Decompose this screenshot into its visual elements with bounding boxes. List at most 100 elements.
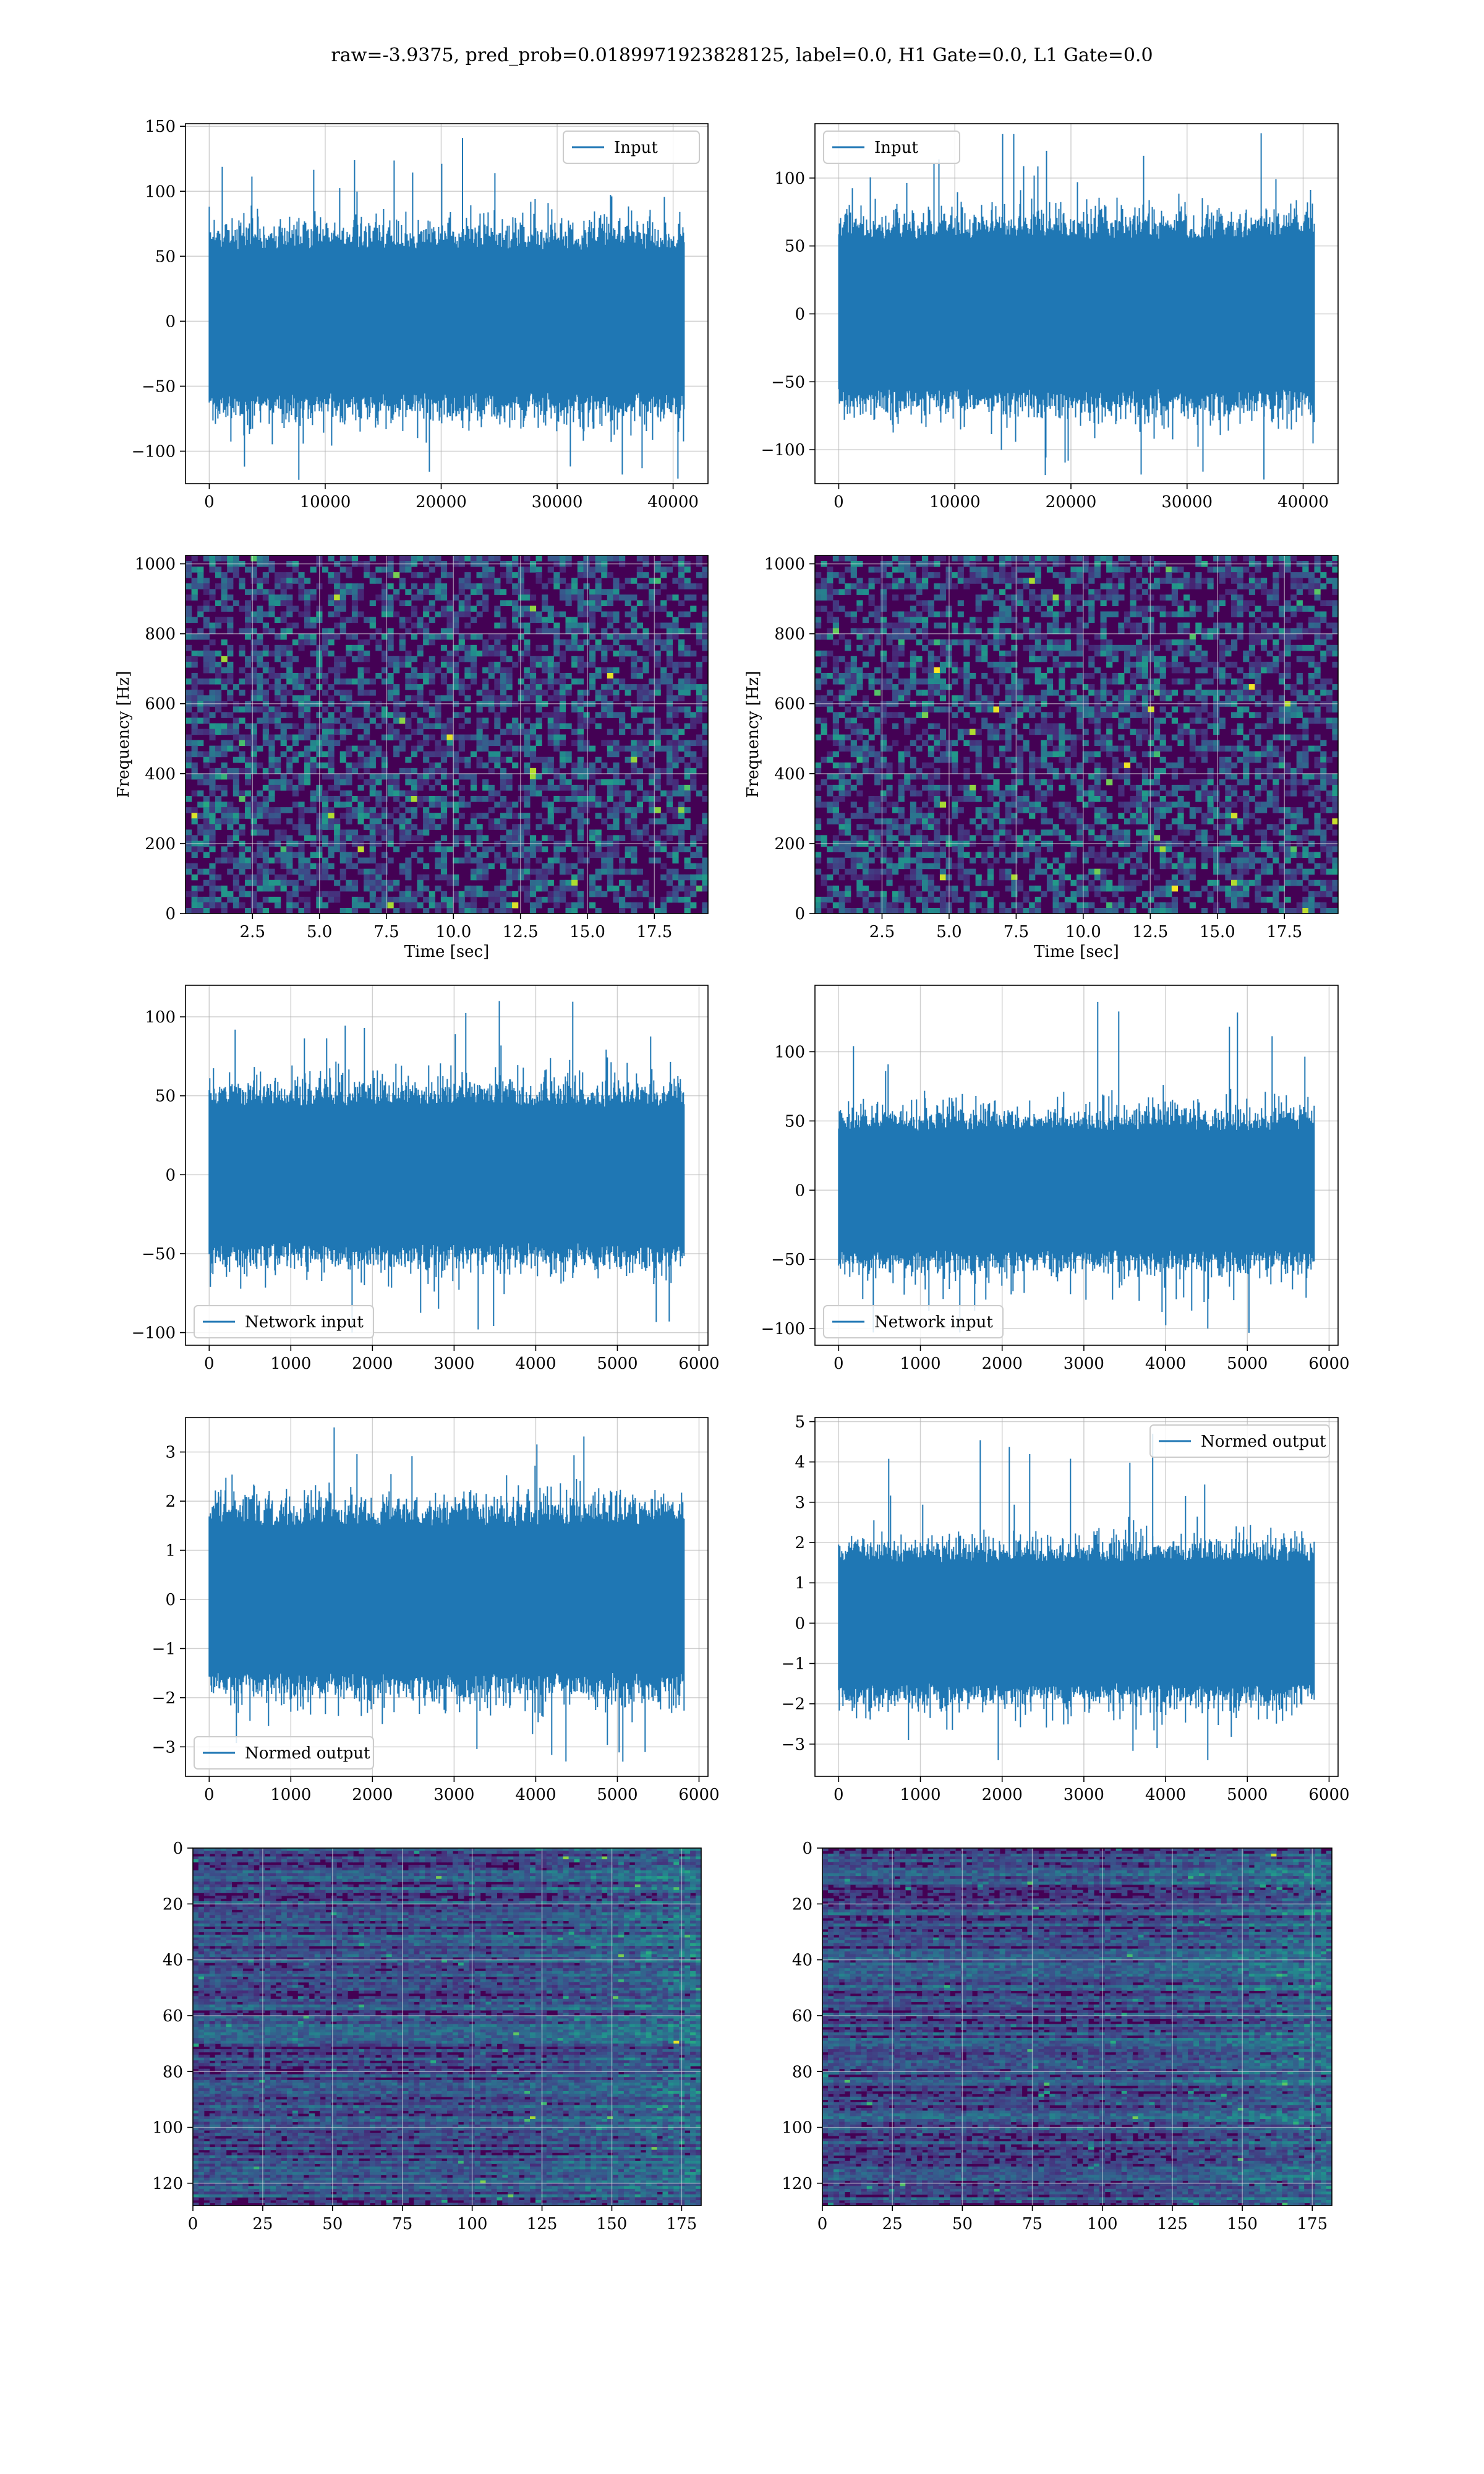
x-tick-label: 7.5	[373, 923, 399, 941]
x-tick-label: 2000	[352, 1355, 393, 1373]
y-tick-label: 1	[165, 1542, 176, 1560]
axes-r4c2: Normed output 0 1000 2000 3000 4000 5000 6000 −3…	[782, 1413, 1350, 1804]
x-tick-label: 2.5	[240, 923, 265, 941]
y-tick-label: 3	[795, 1494, 805, 1512]
x-tick-label: 3000	[1064, 1355, 1104, 1373]
axes-r1c1: Input 0 10000 20000 30000 40000 −100 −50 0 50 100 1…	[132, 118, 709, 511]
x-axis-label: Time [sec]	[404, 943, 490, 961]
x-tick-label: 5000	[597, 1355, 638, 1373]
legend-label: Normed output	[1201, 1432, 1326, 1451]
y-tick-label: 0	[795, 1614, 805, 1633]
y-tick-label: 100	[145, 182, 176, 201]
y-tick-label: 120	[152, 2175, 183, 2193]
x-tick-label: 100	[1087, 2215, 1118, 2233]
x-tick-label: 6000	[678, 1355, 719, 1373]
y-tick-label: 1000	[764, 555, 805, 574]
y-tick-label: 2	[795, 1534, 805, 1552]
y-tick-label: −50	[142, 377, 176, 396]
y-tick-label: 0	[165, 905, 176, 923]
axes-r2c1: 2.5 5.0 7.5 10.0 12.5 15.0 17.5 0 200 400 600 800 10…	[114, 555, 709, 961]
heatmap-r5c2	[822, 1848, 1332, 2206]
y-tick-label: 80	[792, 2063, 812, 2081]
y-tick-label: 80	[163, 2063, 183, 2081]
x-tick-label: 125	[527, 2215, 558, 2233]
axes-r1c2: Input 0 10000 20000 30000 40000 −100 −50 0 50 100	[761, 123, 1339, 511]
y-tick-label: 3	[165, 1444, 176, 1462]
axes-frame	[192, 1847, 702, 2206]
x-tick-label: 15.0	[1200, 923, 1235, 941]
x-tick-label: 12.5	[1132, 923, 1168, 941]
axes-frame	[822, 1847, 1333, 2206]
y-tick-label: 1	[795, 1574, 805, 1593]
x-tick-label: 5000	[1227, 1355, 1268, 1373]
axes-frame	[814, 123, 1339, 484]
x-tick-label: 3000	[433, 1786, 474, 1804]
y-tick-label: 0	[165, 1166, 176, 1184]
x-tick-label: 50	[322, 2215, 343, 2233]
axes-frame	[814, 1417, 1339, 1777]
x-tick-label: 40000	[647, 493, 699, 511]
legend-r4c2: Normed output	[1149, 1424, 1330, 1458]
y-tick-label: 120	[782, 2175, 812, 2193]
y-tick-label: −3	[782, 1736, 805, 1754]
legend-label: Input	[614, 139, 658, 157]
x-tick-label: 175	[1297, 2215, 1328, 2233]
y-tick-label: 0	[795, 905, 805, 923]
legend-r1c1: Input	[563, 131, 700, 164]
legend-r3c1: Network input	[194, 1305, 374, 1338]
x-tick-label: 10.0	[435, 923, 471, 941]
x-tick-label: 125	[1157, 2215, 1188, 2233]
x-tick-label: 150	[597, 2215, 628, 2233]
y-axis-label: Frequency [Hz]	[744, 671, 762, 798]
series-line-r3c2	[838, 1001, 1315, 1333]
axes-r5c2: 0 25 50 75 100 125 150 175 0 20 40 60 80 100 120	[782, 1839, 1333, 2233]
y-tick-label: 400	[145, 765, 176, 784]
legend-r1c2: Input	[823, 131, 960, 164]
y-tick-label: 150	[145, 118, 176, 136]
y-tick-label: 0	[165, 1591, 176, 1609]
legend-label: Network input	[874, 1313, 993, 1332]
x-tick-label: 0	[204, 1786, 215, 1804]
x-tick-label: 150	[1227, 2215, 1258, 2233]
x-tick-label: 17.5	[636, 923, 672, 941]
legend-label: Input	[874, 139, 918, 157]
y-tick-label: 800	[145, 625, 176, 644]
legend-r3c2: Network input	[823, 1305, 1004, 1338]
x-tick-label: 25	[882, 2215, 903, 2233]
y-tick-label: 400	[774, 765, 805, 784]
y-tick-label: 0	[795, 305, 805, 323]
y-axis-label: Frequency [Hz]	[114, 671, 133, 798]
x-tick-label: 2000	[982, 1786, 1023, 1804]
x-tick-label: 1000	[900, 1355, 940, 1373]
y-tick-label: −50	[142, 1245, 176, 1264]
x-tick-label: 1000	[900, 1786, 940, 1804]
x-tick-label: 10000	[929, 493, 981, 511]
x-tick-label: 3000	[1064, 1786, 1104, 1804]
axes-frame	[814, 555, 1339, 914]
x-tick-label: 0	[204, 1355, 215, 1373]
x-tick-label: 20000	[416, 493, 467, 511]
x-tick-label: 5000	[597, 1786, 638, 1804]
axes-r5c1: 0 25 50 75 100 125 150 175 0 20 40 60 80 100 120	[152, 1839, 702, 2233]
y-tick-label: 40	[792, 1951, 812, 1970]
legend-r4c1: Normed output	[194, 1736, 374, 1770]
x-tick-label: 7.5	[1004, 923, 1029, 941]
x-tick-label: 75	[392, 2215, 412, 2233]
x-tick-label: 0	[834, 493, 844, 511]
y-tick-label: −100	[761, 441, 805, 460]
x-tick-label: 10.0	[1065, 923, 1101, 941]
x-tick-label: 100	[457, 2215, 488, 2233]
y-tick-label: −50	[771, 373, 805, 392]
series-line-r1c1	[208, 138, 685, 480]
y-tick-label: 1000	[135, 555, 176, 574]
x-tick-label: 2.5	[869, 923, 895, 941]
x-tick-label: 3000	[433, 1355, 474, 1373]
axes-r4c1: Normed output 0 1000 2000 3000 4000 5000 6000 −3…	[152, 1417, 720, 1804]
y-tick-label: 100	[774, 1043, 805, 1061]
y-tick-label: 40	[163, 1951, 183, 1970]
legend-label: Normed output	[245, 1744, 370, 1763]
axes-frame	[185, 985, 709, 1346]
y-tick-label: 100	[152, 2119, 183, 2138]
axes-frame	[814, 985, 1339, 1346]
